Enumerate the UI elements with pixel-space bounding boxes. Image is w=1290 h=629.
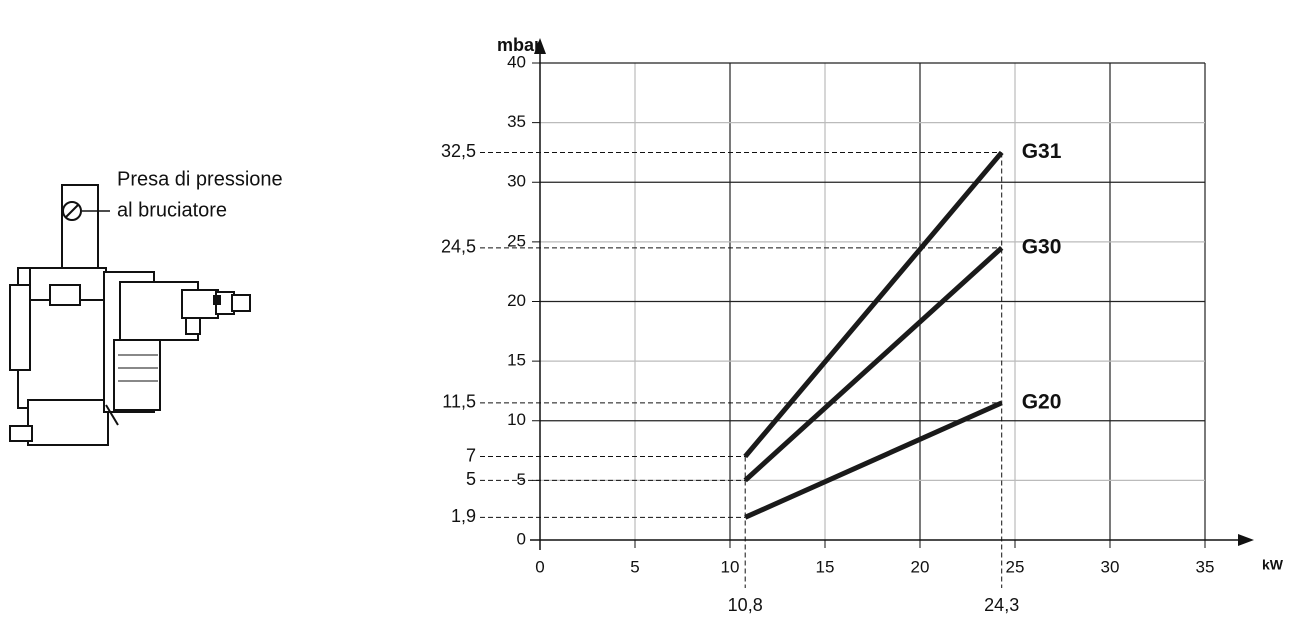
x-tick-label: 15 <box>816 557 835 576</box>
x-tick-label: 35 <box>1196 557 1215 576</box>
reference-label-y: 1,9 <box>451 506 476 526</box>
series-line <box>743 245 1004 483</box>
x-tick-label: 20 <box>911 557 930 576</box>
y-axis-arrow <box>534 38 546 54</box>
y-tick-label: 10 <box>507 410 526 429</box>
y-tick-label: 30 <box>507 172 526 191</box>
reference-label-y: 5 <box>466 469 476 489</box>
reference-label-y: 32,5 <box>441 141 476 161</box>
reference-label-y: 24,5 <box>441 237 476 257</box>
x-axis-label: kW <box>1262 557 1284 573</box>
annotation: al bruciatore <box>117 199 227 221</box>
y-tick-label: 20 <box>507 291 526 310</box>
x-tick-label: 0 <box>535 557 544 576</box>
series-label: G31 <box>1022 140 1062 163</box>
y-tick-label: 25 <box>507 231 526 250</box>
y-tick-label: 15 <box>507 351 526 370</box>
x-tick-label: 30 <box>1101 557 1120 576</box>
reference-label-y: 7 <box>466 445 476 465</box>
x-tick-label: 25 <box>1006 557 1025 576</box>
x-tick-label: 10 <box>721 557 740 576</box>
y-tick-label: 35 <box>507 112 526 131</box>
reference-label-x: 24,3 <box>984 595 1019 615</box>
x-tick-label: 5 <box>630 557 639 576</box>
y-axis-label: mbar <box>497 35 541 55</box>
gas-valve-drawing <box>9 184 251 446</box>
annotation: Presa di pressione <box>117 168 283 190</box>
y-tick-label: 40 <box>507 52 526 71</box>
series-label: G30 <box>1022 235 1062 258</box>
y-tick-label: 5 <box>517 470 526 489</box>
reference-label-y: 11,5 <box>442 392 476 412</box>
series-line <box>743 150 1004 459</box>
reference-label-x: 10,8 <box>728 595 763 615</box>
x-axis-arrow <box>1238 534 1254 546</box>
series-label: G20 <box>1022 390 1062 413</box>
y-tick-label: 0 <box>517 529 526 548</box>
series-line <box>744 400 1003 520</box>
